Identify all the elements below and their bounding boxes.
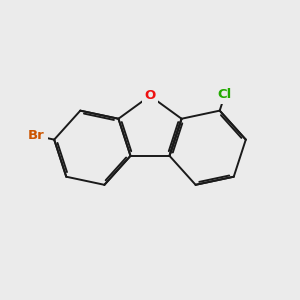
Text: Cl: Cl [218, 88, 232, 101]
Text: O: O [144, 89, 156, 102]
Text: Br: Br [28, 129, 45, 142]
